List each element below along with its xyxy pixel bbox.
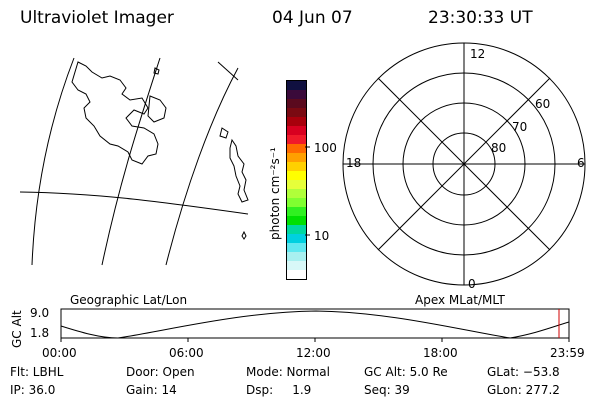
color-scale-band <box>287 207 306 216</box>
mlt-label-12: 12 <box>470 47 486 61</box>
mlt-label-6: 6 <box>577 156 585 170</box>
map-grid-line <box>165 67 239 266</box>
coastline <box>241 230 247 240</box>
mlt-label-18: 18 <box>346 156 362 170</box>
x-tick-label-0600: 06:00 <box>169 346 204 360</box>
info-dsp: Dsp: 1.9 <box>246 383 312 397</box>
color-scale-band <box>287 126 306 135</box>
altitude-curve <box>60 310 570 339</box>
color-scale-band <box>287 108 306 117</box>
date-label: 04 Jun 07 <box>272 8 353 28</box>
x-tick-label-2359: 23:59 <box>550 346 585 360</box>
color-scale-band <box>287 189 306 198</box>
map-grid-line <box>101 57 161 266</box>
color-scale-band <box>287 162 306 171</box>
timeline-frame <box>60 308 570 339</box>
timeline-right-title: Apex MLat/MLT <box>415 293 505 307</box>
timeline-y-tick-9: 9.0 <box>30 306 50 320</box>
color-scale-band <box>287 117 306 126</box>
color-scale-band <box>287 198 306 207</box>
time-label: 23:30:33 UT <box>428 8 533 28</box>
color-scale-band <box>287 261 306 270</box>
info-door: Door: Open <box>126 365 195 379</box>
instrument-title: Ultraviolet Imager <box>20 8 174 28</box>
color-scale-band <box>287 81 306 90</box>
color-scale-band <box>287 135 306 144</box>
info-gc-alt: GC Alt: 5.0 Re <box>364 365 448 379</box>
coastline <box>147 95 167 123</box>
timeline-left-title: Geographic Lat/Lon <box>70 293 188 307</box>
color-scale-band <box>287 180 306 189</box>
x-tick-label-1800: 18:00 <box>423 346 458 360</box>
coastline <box>71 61 159 165</box>
color-scale-bar <box>286 80 307 280</box>
mlt-label-0: 0 <box>468 277 476 291</box>
color-scale-band <box>287 144 306 153</box>
color-scale-band <box>287 99 306 108</box>
map-grid-line <box>31 57 75 266</box>
mlat-label-80: 80 <box>491 141 507 155</box>
info-mode: Mode: Normal <box>246 365 330 379</box>
map-grid-line <box>217 61 239 81</box>
color-scale-tick-10: 10 <box>314 229 330 243</box>
color-scale-band <box>287 243 306 252</box>
info-gain: Gain: 14 <box>126 383 177 397</box>
x-tick-label-1200: 12:00 <box>296 346 331 360</box>
coastline <box>219 127 229 139</box>
info-seq: Seq: 39 <box>364 383 410 397</box>
info-flt: Flt: LBHL <box>10 365 64 379</box>
timeline-y-tick-1-8: 1.8 <box>30 326 50 340</box>
info-glon: GLon: 277.2 <box>487 383 560 397</box>
info-glat: GLat: −53.8 <box>487 365 560 379</box>
color-scale-band <box>287 252 306 261</box>
color-scale-band <box>287 270 306 279</box>
mlat-label-60: 60 <box>535 97 551 111</box>
color-scale-band <box>287 153 306 162</box>
mlat-label-70: 70 <box>512 120 528 134</box>
color-scale-tick-100: 100 <box>314 141 337 155</box>
color-scale-band <box>287 234 306 243</box>
color-scale-band <box>287 90 306 99</box>
map-grid-line <box>19 191 249 215</box>
info-ip: IP: 36.0 <box>10 383 56 397</box>
coastline <box>153 67 160 75</box>
color-scale-band <box>287 171 306 180</box>
coastline <box>229 138 249 203</box>
color-scale-band <box>287 216 306 225</box>
polar-diagonal <box>377 77 551 251</box>
color-scale-band <box>287 225 306 234</box>
x-tick-label-0000: 00:00 <box>42 346 77 360</box>
